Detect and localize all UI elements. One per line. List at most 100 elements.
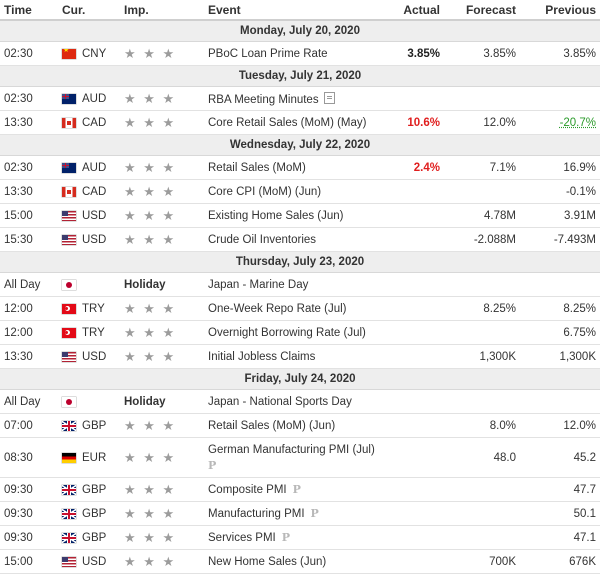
event-name[interactable]: Japan - Marine Day: [208, 278, 309, 291]
previous-cell: -0.1%: [520, 179, 600, 204]
event-name[interactable]: New Home Sales (Jun): [208, 555, 327, 568]
forecast-cell: [444, 272, 520, 297]
event-name[interactable]: Core CPI (MoM) (Jun): [208, 185, 322, 198]
importance-stars-icon: ★ ★ ★: [124, 348, 177, 364]
event-cell[interactable]: Retail Sales (MoM) (Jun): [204, 413, 388, 438]
event-cell[interactable]: Core CPI (MoM) (Jun): [204, 179, 388, 204]
event-row[interactable]: 09:30 GBP ★ ★ ★ Composite PMI P 47.7: [0, 477, 600, 502]
header-actual[interactable]: Actual: [388, 0, 444, 21]
event-name[interactable]: Crude Oil Inventories: [208, 233, 317, 246]
event-row[interactable]: 07:00 GBP ★ ★ ★ Retail Sales (MoM) (Jun) 8.0…: [0, 413, 600, 438]
previous-value: 16.9%: [563, 161, 596, 174]
event-row[interactable]: 02:30 AUD ★ ★ ★ Retail Sales (MoM) 2.4% 7.1% 1…: [0, 155, 600, 180]
currency-cell: CNY: [58, 41, 120, 66]
forecast-cell: 1,300K: [444, 344, 520, 369]
currency-code: EUR: [82, 451, 107, 464]
event-row[interactable]: 15:30 USD ★ ★ ★ Crude Oil Inventories -2.088…: [0, 227, 600, 252]
event-cell[interactable]: Japan - National Sports Day: [204, 389, 388, 414]
event-name[interactable]: Japan - National Sports Day: [208, 395, 352, 408]
currency-code: USD: [82, 555, 107, 568]
event-row[interactable]: 09:30 GBP ★ ★ ★ Services PMI P 47.1: [0, 525, 600, 550]
event-row[interactable]: 12:00 TRY ★ ★ ★ One-Week Repo Rate (Jul) 8.2…: [0, 296, 600, 321]
event-cell[interactable]: Initial Jobless Claims: [204, 344, 388, 369]
event-row[interactable]: 13:30 USD ★ ★ ★ Initial Jobless Claims 1,300…: [0, 344, 600, 369]
currency-cell: [58, 389, 120, 414]
event-time: 13:30: [0, 344, 58, 369]
event-row[interactable]: 02:30 CNY ★ ★ ★ PBoC Loan Prime Rate 3.85% 3.…: [0, 41, 600, 66]
event-name[interactable]: Initial Jobless Claims: [208, 350, 316, 363]
day-label: Tuesday, July 21, 2020: [0, 65, 600, 87]
day-header-row: Thursday, July 23, 2020: [0, 251, 600, 273]
event-cell[interactable]: Japan - Marine Day: [204, 272, 388, 297]
event-time: 15:30: [0, 227, 58, 252]
previous-cell: 47.7: [520, 477, 600, 502]
event-name[interactable]: Existing Home Sales (Jun): [208, 209, 344, 222]
header-time[interactable]: Time: [0, 0, 58, 21]
event-time: 12:00: [0, 320, 58, 345]
previous-value[interactable]: -20.7%: [559, 116, 596, 129]
event-name[interactable]: Core Retail Sales (MoM) (May): [208, 116, 367, 129]
importance-cell: Holiday: [120, 272, 204, 297]
event-cell[interactable]: Existing Home Sales (Jun): [204, 203, 388, 228]
event-cell[interactable]: One-Week Repo Rate (Jul): [204, 296, 388, 321]
event-cell[interactable]: Retail Sales (MoM): [204, 155, 388, 180]
event-name[interactable]: PBoC Loan Prime Rate: [208, 47, 328, 60]
importance-cell: ★ ★ ★: [120, 344, 204, 369]
previous-cell: 45.2: [520, 437, 600, 478]
preliminary-icon: P: [310, 507, 319, 520]
holiday-row[interactable]: All Day Holiday Japan - National Sports Da…: [0, 389, 600, 414]
event-row[interactable]: 08:30 EUR ★ ★ ★ German Manufacturing PMI (J…: [0, 437, 600, 478]
event-cell[interactable]: PBoC Loan Prime Rate: [204, 41, 388, 66]
holiday-row[interactable]: All Day Holiday Japan - Marine Day: [0, 272, 600, 297]
importance-stars-icon: ★ ★ ★: [124, 207, 177, 223]
event-cell[interactable]: Composite PMI P: [204, 477, 388, 502]
event-cell[interactable]: Manufacturing PMI P: [204, 501, 388, 526]
event-row[interactable]: 13:30 CAD ★ ★ ★ Core CPI (MoM) (Jun) -0.1%: [0, 179, 600, 204]
event-name[interactable]: German Manufacturing PMI (Jul): [208, 443, 375, 456]
previous-cell: [520, 272, 600, 297]
event-name[interactable]: Composite PMI: [208, 484, 287, 496]
currency-code: GBP: [82, 419, 107, 432]
header-importance[interactable]: Imp.: [120, 0, 204, 21]
flag-tr-icon: [62, 327, 76, 338]
importance-stars-icon: ★ ★ ★: [124, 183, 177, 199]
document-icon[interactable]: [323, 91, 335, 104]
currency-code: TRY: [82, 326, 105, 339]
event-name[interactable]: RBA Meeting Minutes: [208, 93, 319, 106]
currency-code: CAD: [82, 185, 107, 198]
event-row[interactable]: 02:30 AUD ★ ★ ★ RBA Meeting Minutes: [0, 86, 600, 111]
event-row[interactable]: 15:00 USD ★ ★ ★ New Home Sales (Jun) 700K 676…: [0, 549, 600, 574]
event-cell[interactable]: Overnight Borrowing Rate (Jul): [204, 320, 388, 345]
event-cell[interactable]: Crude Oil Inventories: [204, 227, 388, 252]
event-row[interactable]: 15:00 USD ★ ★ ★ Existing Home Sales (Jun) 4.…: [0, 203, 600, 228]
event-cell[interactable]: RBA Meeting Minutes: [204, 86, 388, 111]
event-row[interactable]: 09:30 GBP ★ ★ ★ Manufacturing PMI P 50.1: [0, 501, 600, 526]
previous-value: 47.7: [573, 483, 596, 496]
event-name[interactable]: Retail Sales (MoM) (Jun): [208, 419, 336, 432]
event-cell[interactable]: German Manufacturing PMI (Jul) P: [204, 437, 388, 478]
importance-stars-icon: ★ ★ ★: [124, 553, 177, 569]
event-name[interactable]: Services PMI: [208, 532, 276, 544]
importance-cell: ★ ★ ★: [120, 203, 204, 228]
event-time: 02:30: [0, 155, 58, 180]
event-cell[interactable]: Services PMI P: [204, 525, 388, 550]
flag-jp-icon: [62, 396, 76, 407]
actual-value: 10.6%: [407, 116, 440, 129]
header-event[interactable]: Event: [204, 0, 388, 21]
header-previous[interactable]: Previous: [520, 0, 600, 21]
forecast-value: 12.0%: [483, 116, 516, 129]
currency-code: USD: [82, 209, 107, 222]
header-forecast[interactable]: Forecast: [444, 0, 520, 21]
event-cell[interactable]: Core Retail Sales (MoM) (May): [204, 110, 388, 135]
header-currency[interactable]: Cur.: [58, 0, 120, 21]
day-header-row: Friday, July 24, 2020: [0, 368, 600, 390]
event-name[interactable]: Retail Sales (MoM): [208, 161, 306, 174]
currency-cell: GBP: [58, 525, 120, 550]
event-row[interactable]: 13:30 CAD ★ ★ ★ Core Retail Sales (MoM) (Ma…: [0, 110, 600, 135]
event-cell[interactable]: New Home Sales (Jun): [204, 549, 388, 574]
event-name[interactable]: Manufacturing PMI: [208, 508, 305, 520]
previous-cell: -20.7%: [520, 110, 600, 135]
event-name[interactable]: One-Week Repo Rate (Jul): [208, 302, 347, 315]
event-name[interactable]: Overnight Borrowing Rate (Jul): [208, 326, 366, 339]
event-row[interactable]: 12:00 TRY ★ ★ ★ Overnight Borrowing Rate (J…: [0, 320, 600, 345]
